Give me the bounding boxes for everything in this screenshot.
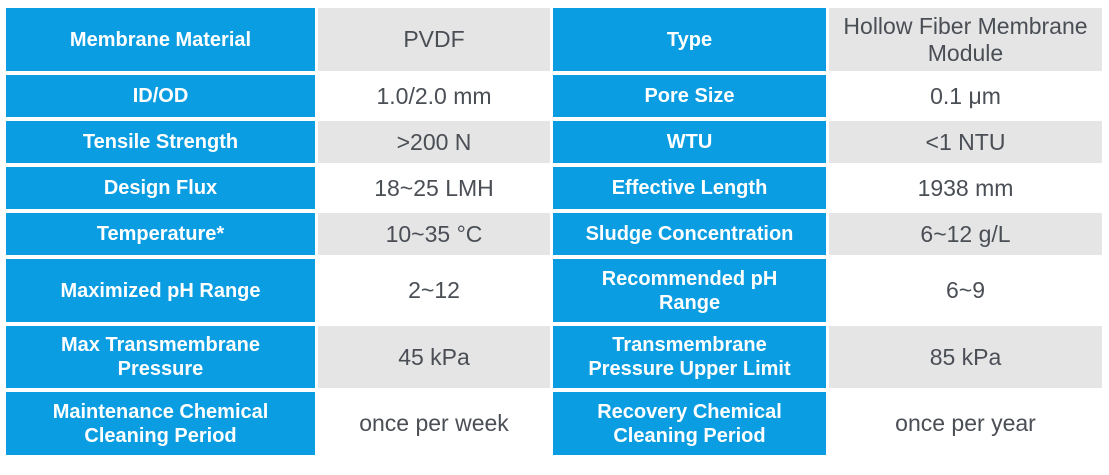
spec-value-cell: once per week [318, 392, 550, 455]
spec-value-cell: 85 kPa [829, 326, 1102, 388]
spec-label-cell: Temperature* [6, 213, 315, 255]
spec-label-cell: Recovery Chemical Cleaning Period [553, 392, 826, 455]
spec-value-cell: Hollow Fiber Membrane Module [829, 8, 1102, 71]
spec-value-cell: 18~25 LMH [318, 167, 550, 209]
spec-label-cell: Sludge Concentration [553, 213, 826, 255]
spec-label-cell: Design Flux [6, 167, 315, 209]
spec-label-cell: Membrane Material [6, 8, 315, 71]
spec-value-cell: once per year [829, 392, 1102, 455]
spec-value-cell: PVDF [318, 8, 550, 71]
spec-label-cell: Type [553, 8, 826, 71]
spec-value-cell: 2~12 [318, 259, 550, 322]
spec-label-cell: Maintenance Chemical Cleaning Period [6, 392, 315, 455]
membrane-spec-table: Membrane Material PVDF Type Hollow Fiber… [6, 8, 1102, 455]
spec-label-cell: Recommended pH Range [553, 259, 826, 322]
spec-label-cell: Tensile Strength [6, 121, 315, 163]
spec-label-cell: Effective Length [553, 167, 826, 209]
spec-label-cell: ID/OD [6, 75, 315, 117]
spec-label-cell: Max Transmembrane Pressure [6, 326, 315, 388]
spec-label-cell: WTU [553, 121, 826, 163]
spec-value-cell: 6~12 g/L [829, 213, 1102, 255]
spec-label-cell: Maximized pH Range [6, 259, 315, 322]
spec-value-cell: 45 kPa [318, 326, 550, 388]
spec-value-cell: 6~9 [829, 259, 1102, 322]
spec-value-cell: 0.1 μm [829, 75, 1102, 117]
spec-value-cell: >200 N [318, 121, 550, 163]
spec-value-cell: 1938 mm [829, 167, 1102, 209]
spec-label-cell: Pore Size [553, 75, 826, 117]
spec-value-cell: 10~35 °C [318, 213, 550, 255]
spec-label-cell: Transmembrane Pressure Upper Limit [553, 326, 826, 388]
spec-value-cell: 1.0/2.0 mm [318, 75, 550, 117]
spec-value-cell: <1 NTU [829, 121, 1102, 163]
